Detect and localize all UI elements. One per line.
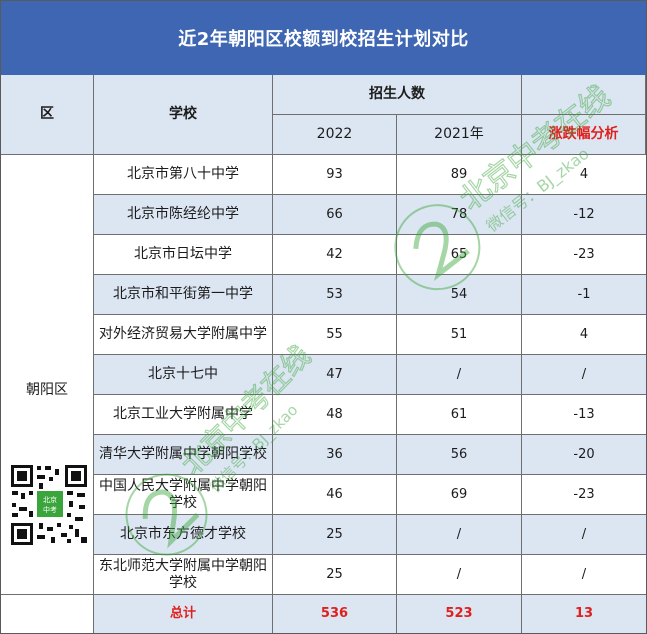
value-2022-cell: 25 <box>273 555 397 595</box>
value-2022-cell: 93 <box>273 155 397 195</box>
school-cell: 北京市第八十中学 <box>94 155 273 195</box>
change-cell: -20 <box>522 435 646 475</box>
change-cell: -23 <box>522 235 646 275</box>
value-2021-cell: 89 <box>397 155 522 195</box>
school-cell: 北京市和平街第一中学 <box>94 275 273 315</box>
total-2022: 536 <box>273 595 397 633</box>
header-2021: 2021年 <box>397 115 522 155</box>
header-2022: 2022 <box>273 115 397 155</box>
value-2021-cell: 78 <box>397 195 522 235</box>
school-cell: 北京市陈经纶中学 <box>94 195 273 235</box>
header-district: 区 <box>1 75 94 155</box>
value-2022-cell: 47 <box>273 355 397 395</box>
school-cell: 北京市东方德才学校 <box>94 515 273 555</box>
value-2021-cell: / <box>397 355 522 395</box>
header-plan: 招生人数 <box>273 75 522 115</box>
school-cell: 东北师范大学附属中学朝阳学校 <box>94 555 273 595</box>
value-2021-cell: 51 <box>397 315 522 355</box>
value-2022-cell: 25 <box>273 515 397 555</box>
district-name: 朝阳区 <box>26 382 68 398</box>
value-2022-cell: 53 <box>273 275 397 315</box>
qr-badge-line2: 中考 <box>43 505 57 514</box>
qr-code-image: 北京 中考 <box>9 463 89 547</box>
value-2021-cell: 69 <box>397 475 522 515</box>
value-2021-cell: / <box>397 555 522 595</box>
change-cell: / <box>522 555 646 595</box>
value-2022-cell: 66 <box>273 195 397 235</box>
change-cell: 4 <box>522 315 646 355</box>
school-cell: 北京市日坛中学 <box>94 235 273 275</box>
school-cell: 中国人民大学附属中学朝阳学校 <box>94 475 273 515</box>
change-cell: / <box>522 515 646 555</box>
total-2021: 523 <box>397 595 522 633</box>
school-cell: 对外经济贸易大学附属中学 <box>94 315 273 355</box>
value-2022-cell: 55 <box>273 315 397 355</box>
change-cell: -1 <box>522 275 646 315</box>
value-2022-cell: 36 <box>273 435 397 475</box>
header-change: 涨跌幅分析 <box>522 115 646 155</box>
total-change: 13 <box>522 595 646 633</box>
value-2022-cell: 48 <box>273 395 397 435</box>
change-cell: -12 <box>522 195 646 235</box>
change-cell: -13 <box>522 395 646 435</box>
change-cell: -23 <box>522 475 646 515</box>
value-2021-cell: 56 <box>397 435 522 475</box>
value-2021-cell: 65 <box>397 235 522 275</box>
qr-badge-line1: 北京 <box>43 495 57 504</box>
header-school: 学校 <box>94 75 273 155</box>
value-2022-cell: 42 <box>273 235 397 275</box>
header-blank <box>522 75 646 115</box>
value-2022-cell: 46 <box>273 475 397 515</box>
change-cell: 4 <box>522 155 646 195</box>
school-cell: 北京工业大学附属中学 <box>94 395 273 435</box>
value-2021-cell: / <box>397 515 522 555</box>
table-title: 近2年朝阳区校额到校招生计划对比 <box>1 1 646 75</box>
value-2021-cell: 54 <box>397 275 522 315</box>
total-label: 总计 <box>94 595 273 633</box>
value-2021-cell: 61 <box>397 395 522 435</box>
total-district-blank <box>1 595 94 633</box>
school-cell: 清华大学附属中学朝阳学校 <box>94 435 273 475</box>
change-cell: / <box>522 355 646 395</box>
school-cell: 北京十七中 <box>94 355 273 395</box>
